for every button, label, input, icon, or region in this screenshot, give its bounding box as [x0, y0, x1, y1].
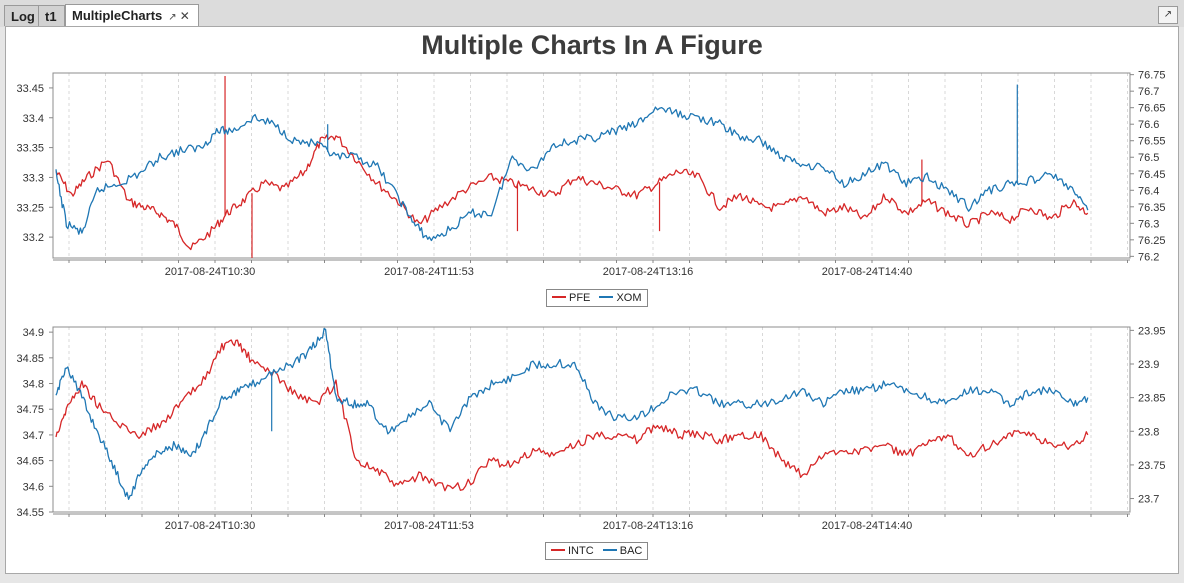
y-right-tick-label: 76.25 — [1138, 235, 1166, 247]
y-left-tick-label: 34.9 — [23, 327, 44, 339]
legend-label: BAC — [619, 545, 643, 557]
x-tick-label: 2017-08-24T11:53 — [384, 266, 474, 278]
y-right-tick-label: 23.85 — [1138, 393, 1166, 405]
legend-entry-intc: INTC — [551, 545, 594, 557]
y-left-tick-label: 34.65 — [16, 456, 44, 468]
y-right-tick-label: 76.45 — [1138, 169, 1166, 181]
series-line-bac — [55, 327, 1089, 500]
figure-title: Multiple Charts In A Figure — [421, 30, 763, 60]
y-left-tick-label: 33.4 — [23, 113, 44, 125]
legend-label: INTC — [568, 545, 594, 557]
tab-label: Log — [11, 9, 35, 24]
y-left-tick-label: 33.45 — [16, 83, 44, 95]
y-right-tick-label: 23.8 — [1138, 426, 1159, 438]
y-right-tick-label: 76.65 — [1138, 103, 1166, 115]
y-left-tick-label: 33.35 — [16, 143, 44, 155]
legend-label: XOM — [616, 292, 642, 304]
y-left-tick-label: 33.2 — [23, 232, 44, 244]
x-tick-label: 2017-08-24T13:16 — [603, 520, 694, 532]
legend-entry-bac: BAC — [602, 545, 643, 557]
y-right-tick-label: 76.7 — [1138, 86, 1159, 98]
plot-frame — [52, 72, 1131, 259]
y-right-tick-label: 76.5 — [1138, 152, 1159, 164]
y-left-tick-label: 34.7 — [23, 430, 44, 442]
y-left-tick-label: 34.85 — [16, 353, 44, 365]
y-right-tick-label: 23.9 — [1138, 359, 1159, 371]
x-tick-label: 2017-08-24T11:53 — [384, 520, 474, 532]
y-right-tick-label: 76.6 — [1138, 119, 1159, 131]
y-left-tick-label: 33.3 — [23, 172, 44, 184]
x-tick-label: 2017-08-24T13:16 — [603, 266, 694, 278]
y-right-tick-label: 76.2 — [1138, 251, 1159, 263]
legend-bottom: INTC BAC — [545, 542, 649, 560]
legend-entry-xom: XOM — [599, 292, 642, 304]
tab-t1[interactable]: t1 — [38, 5, 65, 26]
undock-button[interactable]: ↗ — [1158, 6, 1178, 24]
y-right-tick-label: 76.4 — [1138, 185, 1159, 197]
y-right-tick-label: 76.75 — [1138, 70, 1166, 82]
legend-entry-pfe: PFE — [552, 292, 590, 304]
y-right-tick-label: 76.55 — [1138, 136, 1166, 148]
y-right-tick-label: 23.75 — [1138, 460, 1166, 472]
x-tick-label: 2017-08-24T14:40 — [822, 520, 913, 532]
float-icon[interactable]: ↗ — [168, 12, 177, 23]
y-left-tick-label: 33.25 — [16, 202, 44, 214]
tab-label: t1 — [45, 9, 57, 24]
series-line-intc — [55, 339, 1089, 492]
series-line-xom — [55, 106, 1089, 242]
y-left-tick-label: 34.75 — [16, 404, 44, 416]
y-left-tick-label: 34.6 — [23, 481, 44, 493]
close-icon[interactable]: ✕ — [179, 9, 190, 23]
y-left-tick-label: 34.55 — [16, 507, 44, 519]
tab-multiplecharts[interactable]: MultipleCharts ↗ ✕ — [65, 4, 199, 27]
x-tick-label: 2017-08-24T10:30 — [165, 520, 256, 532]
x-tick-label: 2017-08-24T14:40 — [822, 266, 913, 278]
y-right-tick-label: 76.35 — [1138, 202, 1166, 214]
plot-frame — [52, 326, 1131, 513]
legend-top: PFE XOM — [546, 289, 648, 307]
tab-bar: Log t1 MultipleCharts ↗ ✕ ↗ — [0, 0, 1184, 27]
series-line-pfe — [55, 134, 1089, 251]
undock-icon: ↗ — [1163, 9, 1173, 20]
y-right-tick-label: 23.95 — [1138, 325, 1166, 337]
tab-label: MultipleCharts — [72, 8, 163, 23]
legend-label: PFE — [569, 292, 591, 304]
x-tick-label: 2017-08-24T10:30 — [165, 266, 256, 278]
y-left-tick-label: 34.8 — [23, 379, 44, 391]
y-right-tick-label: 76.3 — [1138, 218, 1159, 230]
y-right-tick-label: 23.7 — [1138, 494, 1159, 506]
